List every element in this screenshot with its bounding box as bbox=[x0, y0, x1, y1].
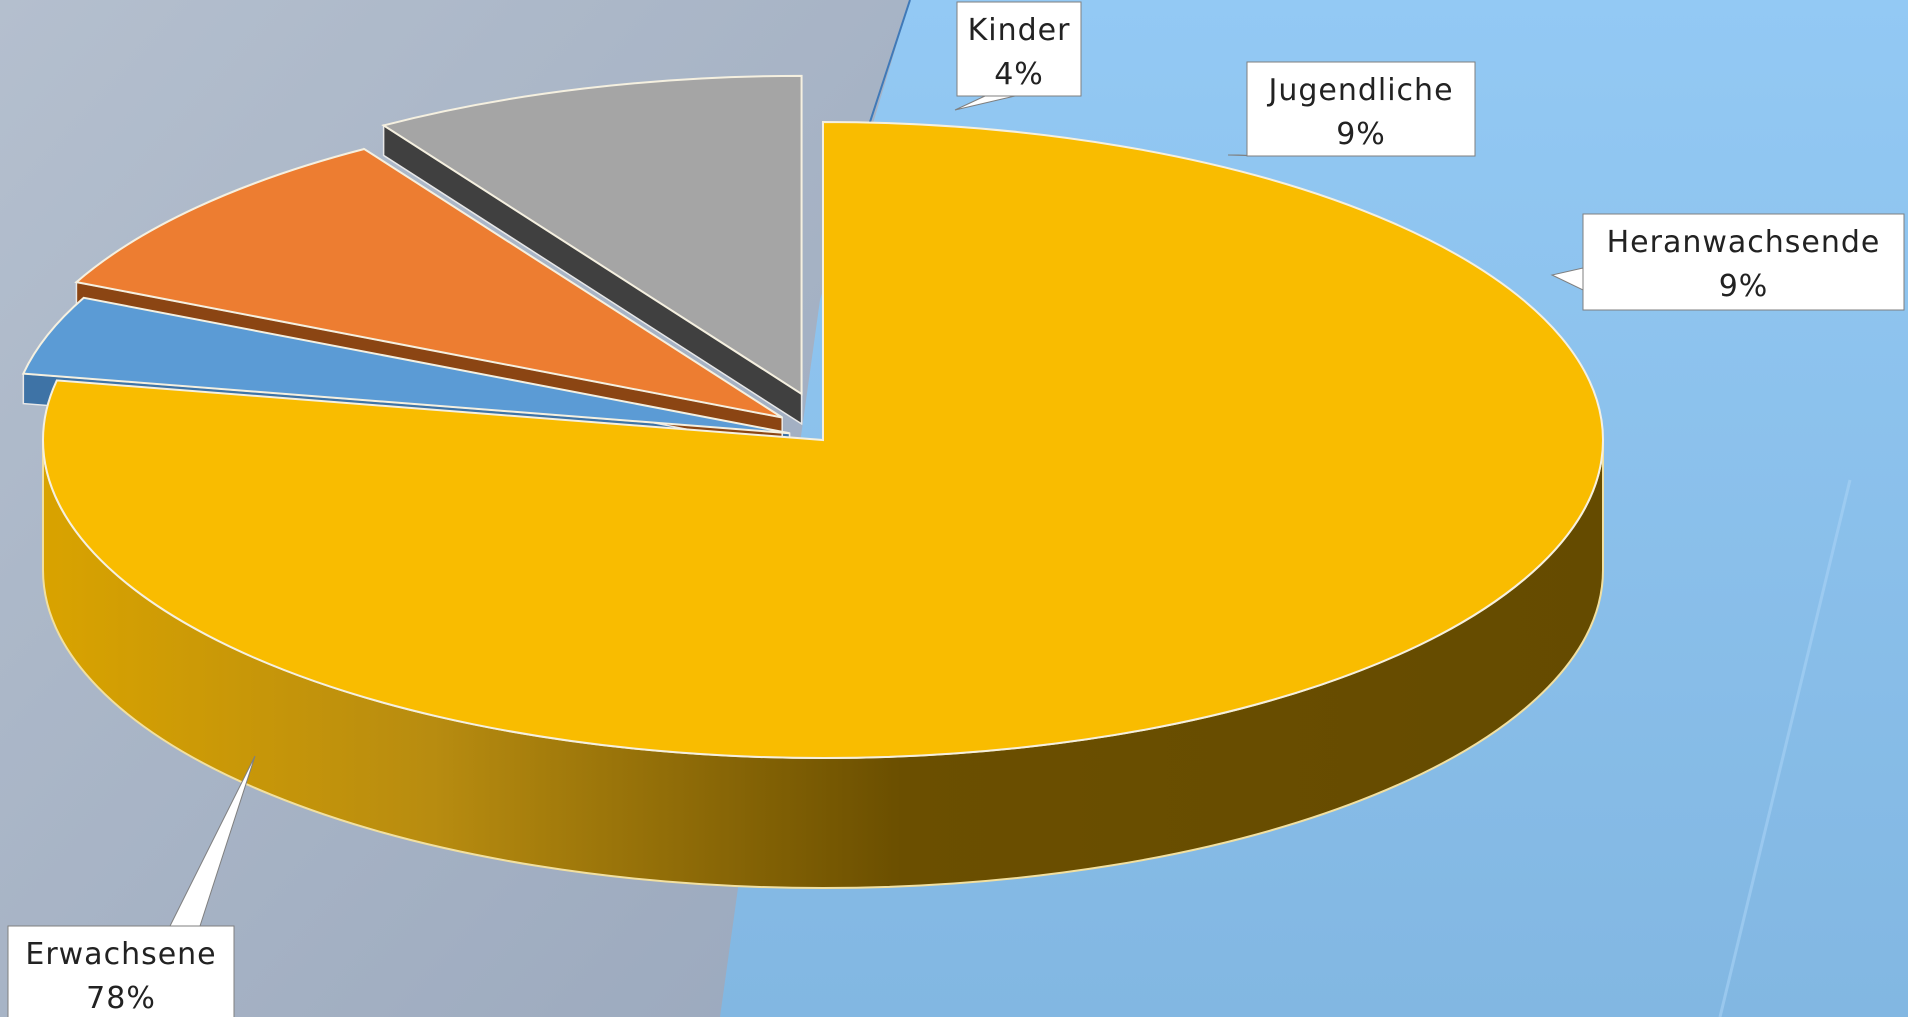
slice-erwachsene bbox=[42, 120, 1604, 759]
data-label-box bbox=[956, 1, 1082, 97]
data-label-erwachsene: Erwachsene 78% bbox=[7, 755, 256, 1017]
data-label-name: Jugendliche bbox=[1266, 73, 1453, 108]
data-label-box bbox=[1582, 213, 1905, 311]
slice-kinder bbox=[21, 296, 790, 435]
background-line bbox=[1718, 479, 1852, 1017]
slice-jugendliche bbox=[74, 147, 783, 419]
data-label-value: 9% bbox=[1336, 117, 1386, 152]
pie-top bbox=[21, 74, 1604, 759]
data-label-name: Erwachsene bbox=[25, 937, 216, 972]
data-label-jugendliche: Jugendliche 9% bbox=[1227, 61, 1476, 157]
data-label-value: 9% bbox=[1719, 269, 1769, 304]
data-label-heranwachsende: Heranwachsende 9% bbox=[1550, 213, 1905, 311]
data-label-box bbox=[1246, 61, 1476, 157]
data-label-box bbox=[7, 925, 235, 1017]
slice-heranwachsende bbox=[381, 74, 803, 396]
data-label-name: Kinder bbox=[968, 13, 1071, 48]
data-label-kinder: Kinder 4% bbox=[954, 1, 1082, 111]
data-label-name: Heranwachsende bbox=[1607, 225, 1881, 260]
data-label-value: 4% bbox=[994, 57, 1044, 92]
data-label-value: 78% bbox=[86, 981, 156, 1016]
